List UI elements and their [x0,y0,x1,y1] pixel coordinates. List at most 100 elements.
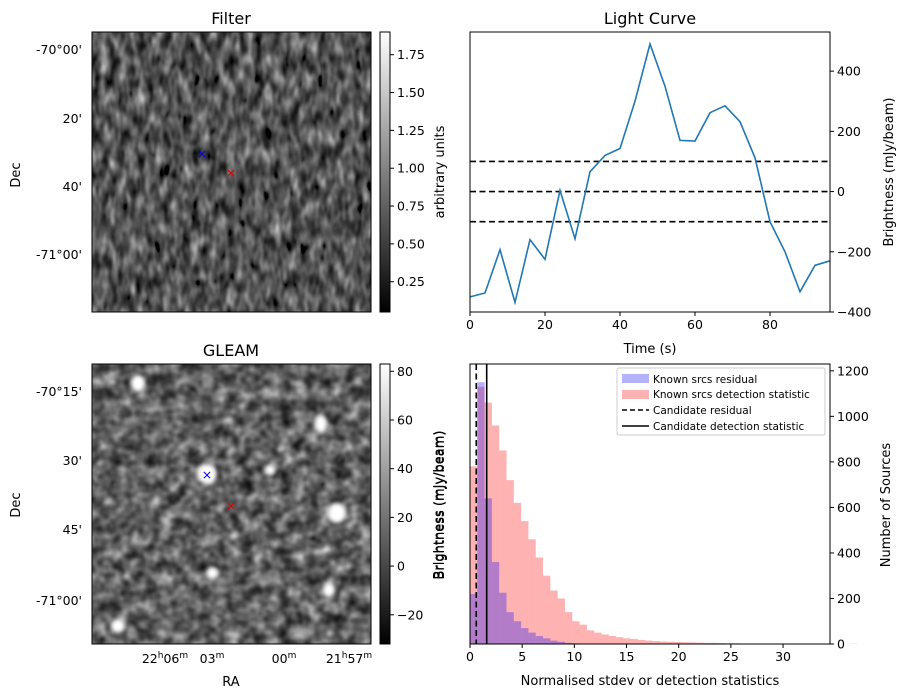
light-curve-series [469,41,831,306]
residual-bar [491,562,500,644]
gleam-ylabel: Dec [9,492,24,517]
filter-title: Filter [211,9,251,28]
light-curve-title: Light Curve [604,9,696,28]
histogram-frame [469,363,831,645]
y-tick-label: 0 [837,184,845,199]
y-tick-label: 200 [837,591,861,606]
gleam-frame [91,363,372,645]
filter-colorbar-ticks: 0.25 0.50 0.75 1.00 1.25 1.50 1.75 [390,47,425,289]
detection-bar [521,521,529,644]
filter-colorbar [379,31,391,313]
y-tick-label: 800 [837,454,861,469]
colorbar-tick-label: 1.50 [397,85,425,100]
detection-bar [659,641,668,644]
ra-tick: 21h57m [326,651,372,666]
filter-dec-tick: 20' [63,111,82,126]
colorbar-tick-label: 1.25 [397,123,425,138]
detection-bar [674,641,682,644]
detection-bar [528,539,536,644]
residual-bar [470,593,478,644]
x-tick-label: 5 [518,649,526,664]
detection-bar [696,642,704,644]
detection-bar [579,624,587,644]
y-tick-label: −400 [837,305,871,320]
detection-bar [623,638,631,644]
filter-image [92,32,371,312]
filter-dec-tick: -71°00' [36,247,82,262]
gleam-sources [111,375,346,633]
legend-box [616,367,826,436]
residual-bar [528,632,536,644]
detection-bar [608,636,617,644]
colorbar-tick-label: 20 [397,510,413,525]
detection-bar [630,638,638,644]
residual-bar [484,498,492,644]
gleam-blue-marker: × [202,467,212,482]
detection-bar [711,642,719,644]
detection-bar [513,502,522,644]
y-tick-label: 1000 [837,409,869,424]
detection-bar [703,642,712,644]
residual-bar [499,592,507,644]
x-tick-label: 80 [762,317,778,332]
legend-label: Candidate detection statistic [653,421,805,433]
x-tick-label: 0 [466,317,474,332]
detection-bar [557,598,565,644]
x-tick-label: 30 [775,649,791,664]
detection-bar [601,634,609,644]
detection-bar [491,425,500,644]
filter-panel: Filter × × -70°00' 20' 40' -71°00' Dec 0… [9,9,448,313]
detection-bar [564,612,573,644]
colorbar-tick-label: 60 [397,413,413,428]
detection-bar [535,557,544,644]
residual-bar [564,642,573,644]
gleam-image [92,364,371,644]
residual-bar [506,612,514,644]
legend-label: Known srcs residual [653,374,757,386]
ra-tick: 00m [272,651,297,666]
light-curve-ylabel: Brightness (mJy/beam) [882,98,897,247]
x-tick-label: 0 [466,649,474,664]
x-tick-label: 20 [537,317,553,332]
filter-colorbar-label: arbitrary units [433,125,448,218]
colorbar-tick-label: −20 [397,607,423,622]
detection-bar [506,480,514,644]
histogram-panel: 0 5 10 15 20 25 30 0 200 400 600 800 1000 1200 Normal… [432,363,894,689]
detection-bar [484,402,492,644]
x-tick-label: 40 [612,317,628,332]
legend-swatch-residual [622,374,649,383]
legend-swatch-detection [622,390,649,399]
colorbar-tick-label: 0.75 [397,199,425,214]
x-tick-label: 10 [566,649,582,664]
histogram-xlabel: Normalised stdev or detection statistics [521,674,780,689]
detection-bar [470,466,478,644]
legend-label: Known srcs detection statistic [653,389,810,401]
ra-tick: 22h06m [142,651,188,666]
gleam-dec-tick: -70°15' [36,384,82,399]
detection-bar [645,640,653,644]
y-tick-label: 200 [837,124,861,139]
gleam-title: GLEAM [203,341,259,360]
histogram-plot: 0 5 10 15 20 25 30 0 200 400 600 800 1000 1200 [466,363,869,664]
y-tick-label: 1200 [837,363,869,378]
detection-bar [572,621,580,644]
colorbar-tick-label: 1.00 [397,161,425,176]
x-tick-label: 20 [671,649,687,664]
filter-blue-marker: × [197,146,207,161]
gleam-red-marker: × [226,498,236,513]
histogram-legend: Known srcs residual Known srcs detection… [616,367,826,436]
filter-dec-tick: 40' [63,179,82,194]
gleam-dec-tick: 45' [63,522,82,537]
colorbar-tick-label: 1.75 [397,47,425,62]
y-tick-label: 0 [837,637,845,652]
colorbar-tick-label: 0 [397,559,405,574]
filter-ylabel: Dec [9,162,24,187]
colorbar-tick-label: 0.50 [397,236,425,251]
y-tick-label: −200 [837,244,871,259]
gleam-colorbar-ticks: −20 0 20 40 60 80 [390,364,423,622]
detection-bar [681,642,690,644]
colorbar-tick-label: 80 [397,364,413,379]
x-tick-label: 60 [687,317,703,332]
gleam-dec-tick: 30' [63,453,82,468]
residual-bar [521,628,529,644]
